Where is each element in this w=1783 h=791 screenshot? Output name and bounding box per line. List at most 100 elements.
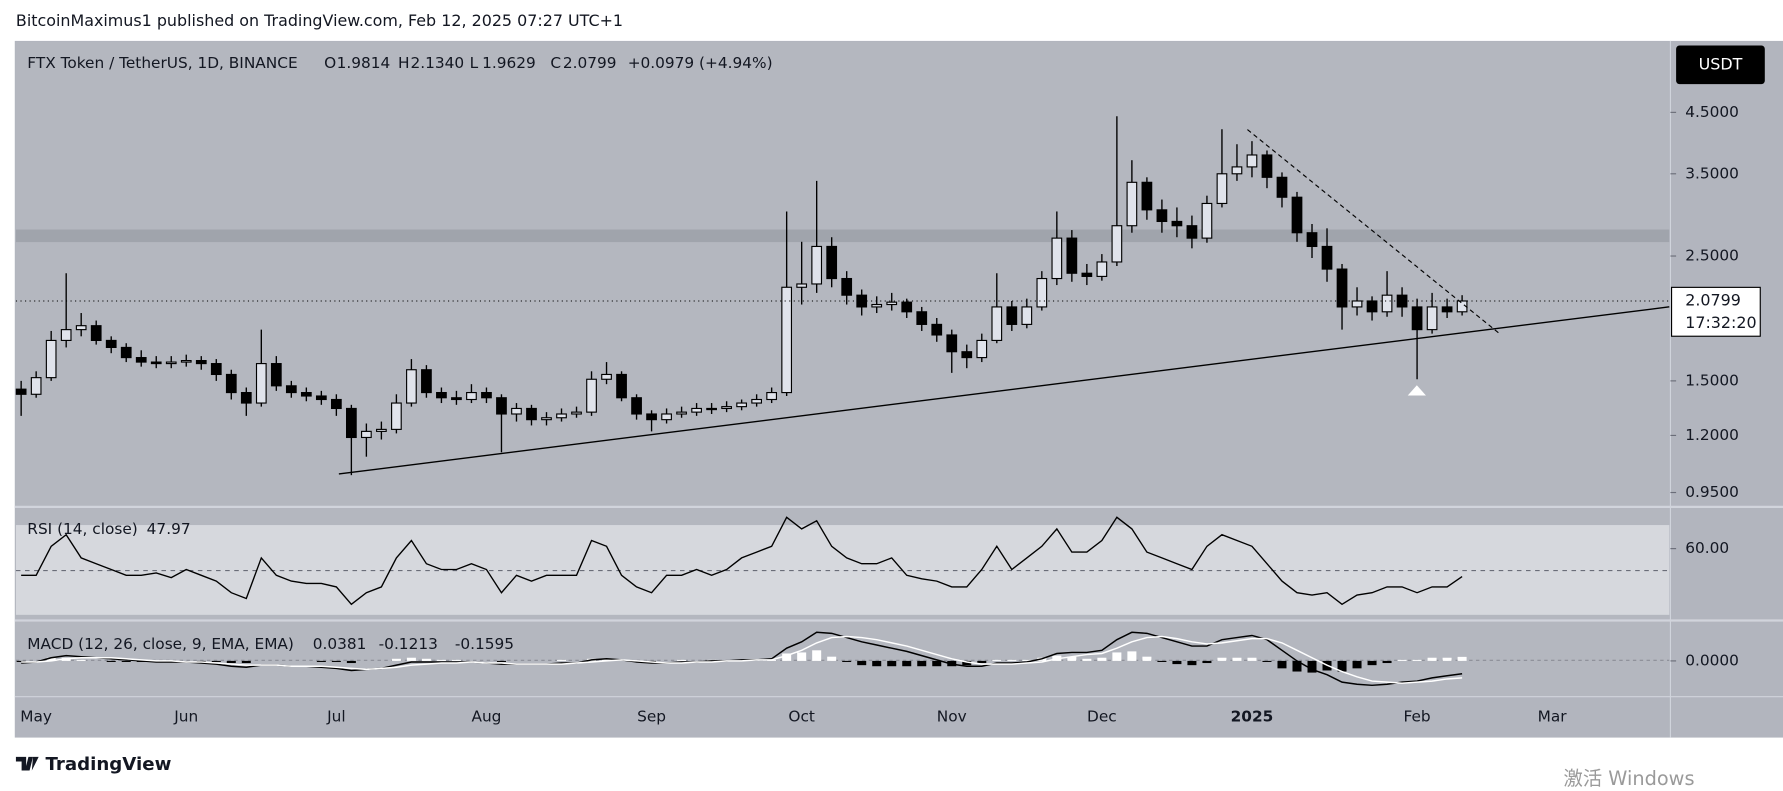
candle-body [345,407,357,439]
x-tick-label: Oct [788,708,815,726]
candle-body [30,377,42,395]
candle-body [1231,166,1243,175]
macd-histogram-bar [1457,656,1467,661]
candle-body [15,388,27,395]
macd-histogram-bar [872,660,882,667]
macd-histogram-bar [46,657,56,661]
candle-body [781,286,793,394]
candle-body [976,339,988,359]
macd-histogram-bar [1127,651,1137,661]
macd-histogram-bar [1367,660,1377,666]
candle-body [1081,272,1093,277]
candle-body [225,373,237,394]
macd-histogram-bar [917,660,927,667]
candle-body [721,406,732,410]
resistance-zone [15,229,1670,243]
candle-body [75,325,87,331]
macd-histogram-bar [316,660,326,662]
last-price-tag [1670,286,1761,337]
macd-histogram-bar [977,660,987,664]
macd-histogram-bar [346,660,356,664]
macd-histogram-bar [1337,660,1347,672]
currency-badge [1676,45,1765,85]
macd-histogram-bar [1397,659,1407,661]
candle-body [361,430,372,439]
candle-body [706,407,717,411]
candle-body [766,391,778,401]
watermark: 激活 Windows [1564,767,1695,790]
macd-histogram-bar [1082,658,1092,661]
macd-histogram-bar [1412,659,1422,661]
x-tick-label: Sep [637,708,666,726]
candle-body [466,391,477,401]
candle-body [661,413,672,421]
rsi-tick-label: 60.00 [1685,539,1729,557]
candle-body [1006,306,1018,325]
y-tick-label: 1.5000 [1685,371,1739,389]
candle-body [1366,300,1378,313]
candle-body [285,385,297,394]
macd-value: -0.1213 [379,635,438,653]
macd-histogram-bar [797,652,807,661]
candle-body [195,360,207,365]
candle-body [1381,294,1393,313]
y-tick-label: 0.9500 [1685,483,1739,501]
y-tick-label: 4.5000 [1685,103,1739,121]
y-tick-label: 1.2000 [1685,426,1739,444]
candle-body [646,413,657,421]
macd-histogram-bar [1292,660,1302,672]
macd-histogram-bar [1232,657,1242,661]
candle-body [300,391,312,397]
candle-body [1111,225,1123,263]
macd-hist-value: 0.0381 [313,635,367,653]
breakout-arrow [1407,385,1426,396]
macd-histogram-bar [1112,652,1122,661]
candle-body [240,391,252,404]
candle-body [1066,237,1078,274]
macd-histogram-bar [887,660,897,667]
rsi-value: 47.97 [147,520,191,538]
candle-body [946,334,958,353]
macd-histogram-bar [406,657,416,661]
x-tick-label: Jul [326,708,346,726]
candle-body [1186,225,1198,239]
macd-histogram-bar [211,660,221,662]
candle-body [45,339,57,379]
ohlc-value: 2.1340 [410,54,464,72]
x-tick-label: Aug [471,708,501,726]
candle-body [586,378,597,413]
candle-body [1261,154,1273,178]
candle-body [1351,300,1363,308]
candle-body [1291,196,1303,234]
candle-body [631,397,642,415]
macd-histogram-bar [1187,660,1197,666]
macd-histogram-bar [1067,656,1077,661]
macd-histogram-bar [226,660,236,664]
macd-histogram-bar [1022,659,1032,661]
x-tick-label: Feb [1404,708,1431,726]
candle-body [961,351,973,359]
support-trendline [338,306,1670,475]
macd-histogram-bar [1247,657,1257,661]
candle-body [871,303,883,308]
macd-histogram-bar [436,659,446,661]
brand-label: TradingView [45,754,171,775]
macd-histogram-bar [1427,657,1437,661]
macd-histogram-bar [677,659,687,661]
candle-body [1141,181,1153,211]
candle-body [1171,220,1183,227]
ohlc-key: O [324,54,336,72]
macd-histogram-bar [992,659,1002,661]
candle-body [1456,300,1468,313]
x-tick-label: Mar [1538,708,1568,726]
macd-histogram-bar [1097,657,1107,661]
candle-body [826,245,838,280]
macd-tick-label: 0.0000 [1685,651,1739,669]
macd-histogram-bar [857,660,867,666]
candle-body [736,402,747,408]
x-tick-label: May [20,708,52,726]
x-tick-label: Dec [1087,708,1117,726]
resistance-trendline [1247,129,1500,334]
